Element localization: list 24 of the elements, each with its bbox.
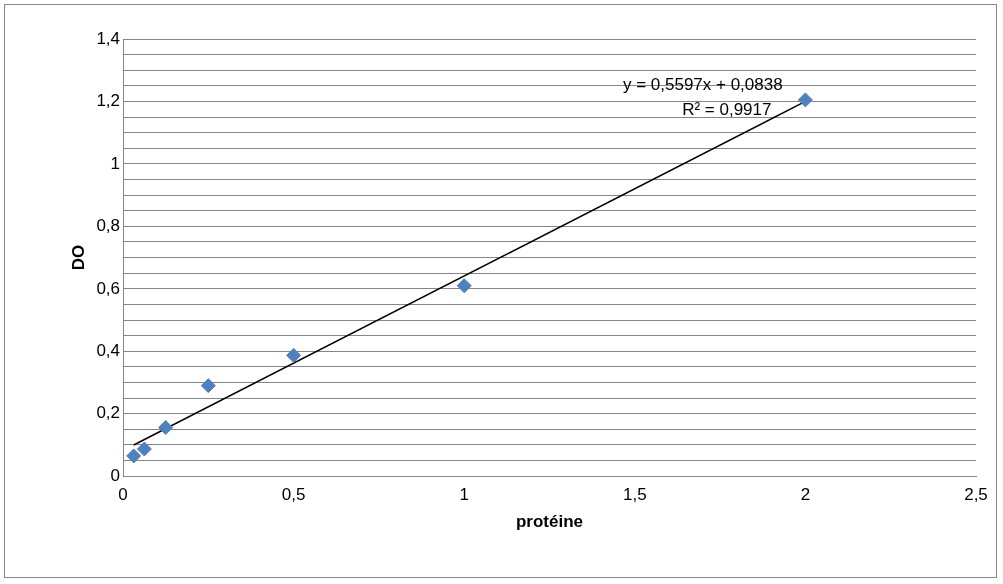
y-tick-label: 1 [110, 153, 121, 173]
point [126, 448, 142, 464]
annotation: R² = 0,9917 [682, 99, 772, 119]
y-tick-label: 0 [110, 465, 121, 485]
point [158, 419, 174, 435]
point [200, 378, 216, 394]
x-tick-label: 1 [459, 485, 469, 505]
point [797, 92, 813, 108]
y-axis-title: DO [68, 244, 88, 271]
x-tick-label: 2 [800, 485, 811, 505]
x-tick-label: 0,5 [281, 485, 306, 505]
y-tick-label: 0,8 [96, 216, 121, 236]
annotation: y = 0,5597x + 0,0838 [622, 74, 783, 94]
y-tick-label: 1,2 [96, 91, 121, 111]
x-axis-title: protéine [515, 512, 584, 532]
x-tick-label: 1,5 [622, 485, 647, 505]
point [136, 441, 152, 457]
y-tick-label: 0,2 [96, 403, 121, 423]
y-tick-label: 1,4 [96, 28, 121, 48]
x-tick-label: 2,5 [964, 485, 988, 505]
point [456, 278, 472, 294]
y-tick-label: 0,6 [96, 278, 121, 298]
point [286, 347, 302, 363]
y-tick-label: 0,4 [96, 340, 121, 360]
